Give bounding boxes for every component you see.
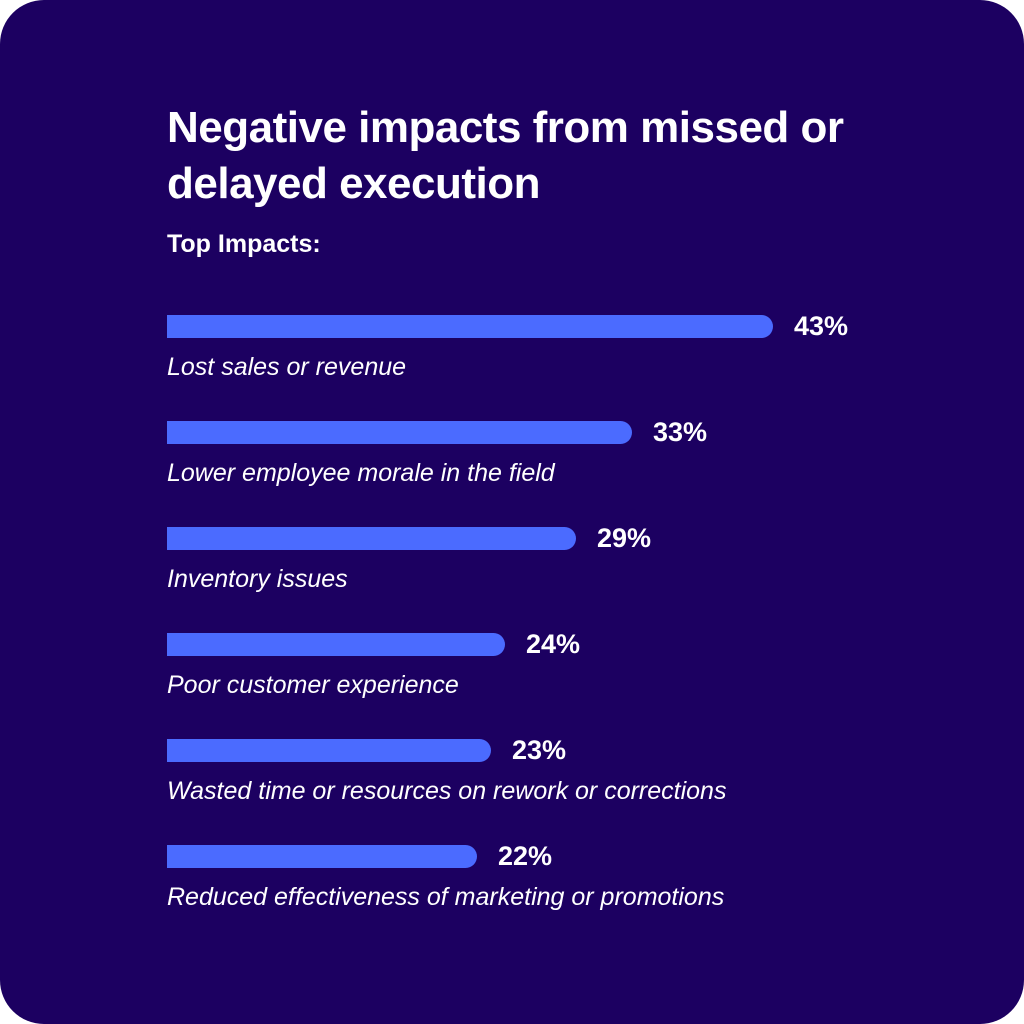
- bar-value-label: 22%: [498, 841, 553, 871]
- bar-row: 29% Inventory issues: [0, 523, 1024, 617]
- bar: [167, 633, 505, 656]
- bar-value-label: 23%: [512, 735, 567, 765]
- bar-value-label: 43%: [794, 311, 849, 341]
- bar: [167, 527, 576, 550]
- bar-row: 23% Wasted time or resources on rework or…: [0, 735, 1024, 829]
- bar-value-label: 24%: [526, 629, 581, 659]
- category-label: Lower employee morale in the field: [167, 459, 555, 487]
- bar-row: 22% Reduced effectiveness of marketing or…: [0, 841, 1024, 935]
- category-label: Poor customer experience: [167, 671, 459, 699]
- chart-subtitle: Top Impacts:: [167, 230, 321, 258]
- bar: [167, 315, 773, 338]
- bar-row: 43% Lost sales or revenue: [0, 311, 1024, 405]
- chart-title: Negative impacts from missed or delayed …: [167, 103, 844, 208]
- category-label: Reduced effectiveness of marketing or pr…: [167, 883, 725, 911]
- bar: [167, 421, 632, 444]
- bar-row: 33% Lower employee morale in the field: [0, 417, 1024, 511]
- bar-row: 24% Poor customer experience: [0, 629, 1024, 723]
- bar-value-label: 33%: [653, 417, 708, 447]
- bar: [167, 739, 491, 762]
- category-label: Inventory issues: [167, 565, 348, 593]
- bar-value-label: 29%: [597, 523, 652, 553]
- bar: [167, 845, 477, 868]
- category-label: Lost sales or revenue: [167, 353, 407, 381]
- category-label: Wasted time or resources on rework or co…: [167, 777, 727, 805]
